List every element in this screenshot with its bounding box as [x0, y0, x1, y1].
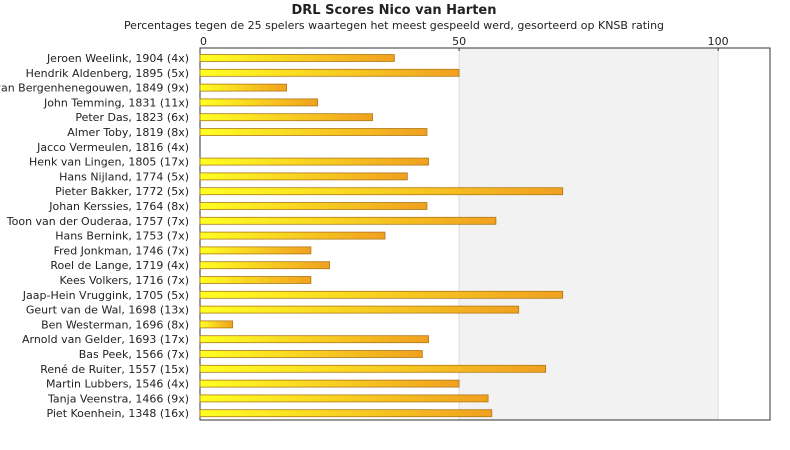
chart-title: DRL Scores Nico van Harten: [292, 3, 497, 18]
bar: [199, 113, 373, 122]
bar: [199, 364, 547, 373]
bar: [199, 187, 564, 196]
category-label: Henk van Lingen, 1805 (17x): [29, 156, 189, 169]
chart-subtitle: Percentages tegen de 25 spelers waartege…: [124, 19, 664, 32]
category-label: Pieter Bakker, 1772 (5x): [55, 185, 189, 198]
category-label: Thijs van Bergenhenegouwen, 1849 (9x): [0, 82, 189, 95]
category-label: Arnold van Gelder, 1693 (17x): [22, 333, 189, 346]
category-label: Jeroen Weelink, 1904 (4x): [46, 52, 189, 65]
bar: [199, 320, 234, 329]
bar: [199, 172, 408, 181]
category-label: Jaap-Hein Vruggink, 1705 (5x): [22, 289, 189, 302]
category-label: Geurt van de Wal, 1698 (13x): [26, 304, 189, 317]
category-label: Martin Lubbers, 1546 (4x): [46, 378, 189, 391]
bar: [199, 335, 429, 344]
category-label: Fred Jonkman, 1746 (7x): [54, 244, 189, 257]
bar: [199, 83, 287, 92]
category-label: Bas Peek, 1566 (7x): [79, 348, 189, 361]
category-label: Roel de Lange, 1719 (4x): [50, 259, 189, 272]
x-tick-label: 100: [708, 35, 729, 48]
category-label: Johan Kerssies, 1764 (8x): [48, 200, 189, 213]
bar: [199, 68, 460, 77]
category-label: Kees Volkers, 1716 (7x): [60, 274, 189, 287]
category-label: Piet Koenhein, 1348 (16x): [46, 407, 189, 420]
bar: [199, 409, 493, 418]
category-label: Tanja Veenstra, 1466 (9x): [47, 392, 189, 405]
bar: [199, 246, 312, 255]
bar: [199, 231, 386, 240]
category-label: Hans Bernink, 1753 (7x): [55, 230, 189, 243]
category-label: Toon van der Ouderaa, 1757 (7x): [6, 215, 189, 228]
bar: [199, 98, 319, 107]
category-label: Almer Toby, 1819 (8x): [67, 126, 189, 139]
category-label: Peter Das, 1823 (6x): [75, 111, 189, 124]
plot-area: 0 50 100 Jeroen Weelink, 1904 (4x) Hendrik A…: [0, 35, 771, 421]
background-band: [718, 48, 770, 420]
bar: [199, 350, 423, 358]
bar: [199, 216, 497, 225]
bar: [199, 305, 520, 314]
category-label: Jacco Vermeulen, 1816 (4x): [36, 141, 189, 154]
category-label: Hans Nijland, 1774 (5x): [59, 170, 189, 183]
category-label: John Temming, 1831 (11x): [43, 96, 189, 109]
bar: [199, 128, 428, 136]
background-band: [459, 48, 719, 420]
bar: [199, 202, 428, 210]
bar: [199, 290, 564, 299]
x-tick-label: 50: [452, 35, 466, 48]
x-tick-label: 0: [200, 35, 207, 48]
category-label: Ben Westerman, 1696 (8x): [41, 318, 189, 331]
bar: [199, 394, 489, 403]
category-label: Hendrik Aldenberg, 1895 (5x): [26, 67, 189, 80]
bar: [199, 379, 460, 388]
bar: [199, 276, 312, 284]
category-label: René de Ruiter, 1557 (15x): [40, 363, 189, 376]
bar: [199, 54, 395, 62]
bar: [199, 157, 429, 166]
bar: [199, 261, 330, 270]
